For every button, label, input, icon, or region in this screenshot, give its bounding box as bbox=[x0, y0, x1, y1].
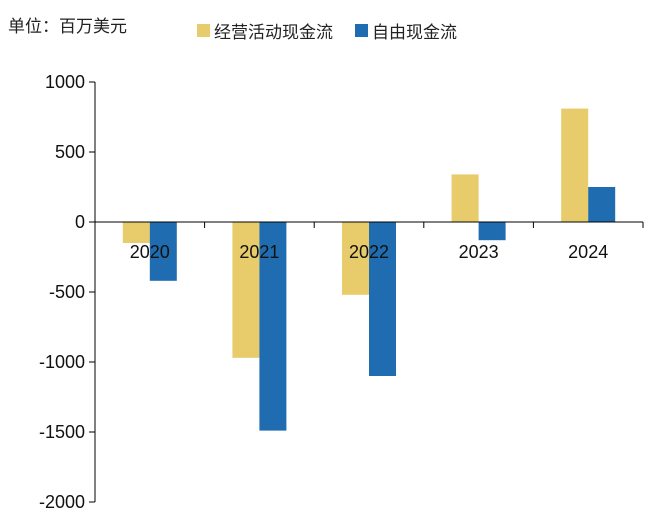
unit-label: 单位：百万美元 bbox=[8, 17, 127, 37]
y-tick-label: 500 bbox=[55, 142, 85, 162]
bar-free-2022 bbox=[369, 222, 396, 376]
legend-swatch-free bbox=[355, 24, 368, 37]
bar-operating-2022 bbox=[342, 222, 369, 295]
legend-label-operating: 经营活动现金流 bbox=[214, 23, 333, 43]
x-tick-label: 2022 bbox=[349, 242, 389, 262]
legend-label-free: 自由现金流 bbox=[372, 23, 457, 43]
bar-free-2020 bbox=[149, 222, 177, 281]
y-tick-label: -1000 bbox=[39, 352, 85, 372]
x-tick-label: 2024 bbox=[568, 242, 608, 262]
y-tick-label: 0 bbox=[75, 212, 85, 232]
bar-operating-2024 bbox=[561, 108, 589, 222]
bar-free-2021 bbox=[259, 222, 287, 431]
legend-swatch-operating bbox=[197, 24, 210, 37]
y-tick-label: -1500 bbox=[39, 422, 85, 442]
bar-operating-2021 bbox=[232, 222, 260, 358]
y-tick-label: -2000 bbox=[39, 492, 85, 512]
bar-operating-2023 bbox=[451, 174, 479, 222]
bar-operating-2020 bbox=[122, 222, 150, 243]
y-tick-label: 1000 bbox=[45, 72, 85, 92]
x-tick-label: 2021 bbox=[239, 242, 279, 262]
bar-free-2023 bbox=[478, 222, 506, 241]
bar-free-2024 bbox=[588, 187, 616, 222]
legend-item-operating: 经营活动现金流 bbox=[197, 18, 333, 43]
x-tick-label: 2023 bbox=[459, 242, 499, 262]
legend-item-free: 自由现金流 bbox=[355, 18, 457, 43]
legend: 经营活动现金流 自由现金流 bbox=[197, 18, 457, 43]
y-tick-label: -500 bbox=[49, 282, 85, 302]
x-tick-label: 2020 bbox=[130, 242, 170, 262]
